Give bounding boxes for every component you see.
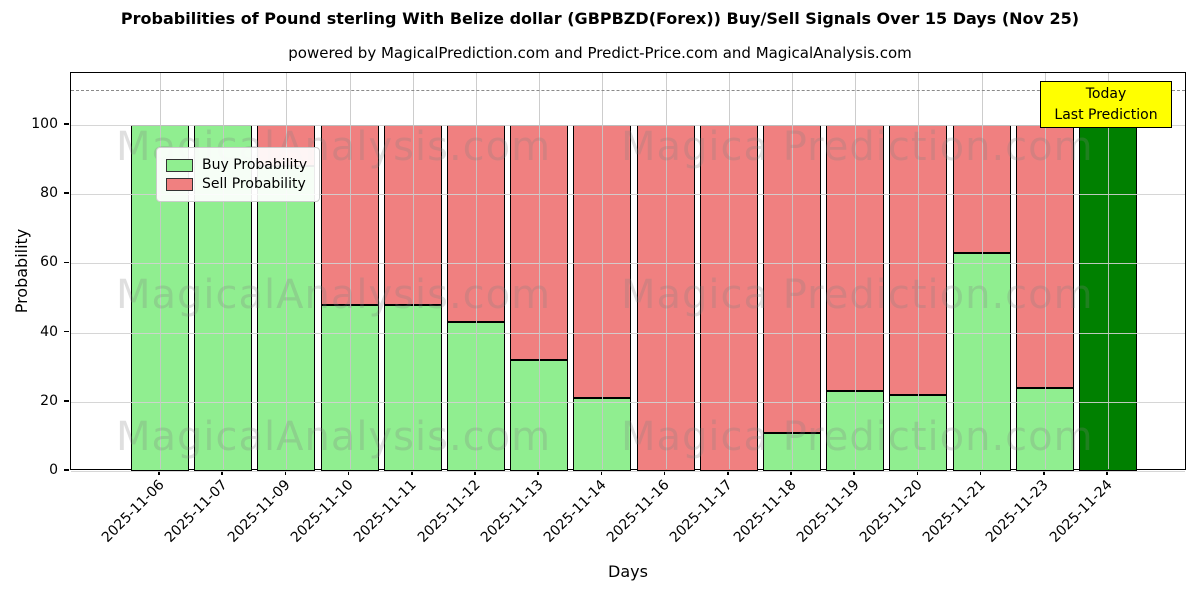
buy-swatch-icon: [166, 158, 193, 172]
x-tick-mark: [600, 470, 603, 475]
watermark-text: MagicalAnalysis.com: [116, 272, 552, 318]
x-tick-mark: [1106, 470, 1108, 475]
v-gridline: [286, 73, 288, 469]
x-tick-label: 2025-11-07: [161, 477, 231, 546]
x-tick-label: 2025-11-13: [477, 477, 547, 546]
x-tick-mark: [347, 470, 350, 475]
x-tick-label: 2025-11-16: [604, 477, 673, 546]
h-gridline: [71, 124, 1185, 126]
v-gridline: [1108, 73, 1109, 469]
legend-label-sell: Sell Probability: [202, 176, 306, 192]
x-tick-label: 2025-11-19: [793, 477, 863, 546]
h-gridline: [71, 332, 1185, 334]
x-tick-label: 2025-11-09: [224, 477, 294, 546]
x-tick-mark: [790, 470, 792, 475]
v-gridline: [223, 73, 225, 469]
y-tick-mark: [64, 123, 69, 125]
x-tick-label: 2025-11-21: [920, 477, 989, 546]
plot-area: MagicalAnalysis.com Magica Prediction.com…: [70, 72, 1186, 472]
y-tick-label: 60: [40, 254, 58, 271]
y-tick-label: 20: [40, 392, 58, 409]
threshold-dashed-line: [71, 90, 1185, 92]
legend-item-buy: Buy Probability: [166, 157, 307, 173]
watermark-text: Magica Prediction.com: [621, 124, 1094, 170]
x-tick-mark: [221, 470, 223, 475]
watermark-text: Magica Prediction.com: [621, 414, 1094, 460]
today-annotation-line1: Today: [1085, 86, 1127, 103]
x-tick-mark: [411, 470, 413, 475]
h-gridline: [71, 194, 1185, 196]
v-gridline: [539, 73, 541, 469]
legend-label-buy: Buy Probability: [202, 157, 308, 173]
x-tick-label: 2025-11-10: [288, 477, 357, 546]
x-tick-label: 2025-11-20: [856, 477, 926, 546]
x-tick-label: 2025-11-23: [983, 477, 1053, 546]
x-tick-mark: [979, 470, 982, 475]
watermark-text: Magica Prediction.com: [621, 272, 1094, 318]
y-tick-mark: [64, 330, 69, 333]
x-tick-mark: [158, 470, 160, 475]
h-gridline: [71, 263, 1185, 265]
sell-swatch-icon: [166, 177, 193, 191]
chart-subtitle: powered by MagicalPrediction.com and Pre…: [288, 44, 912, 62]
watermark-text: MagicalAnalysis.com: [116, 414, 552, 460]
x-tick-mark: [284, 470, 287, 475]
v-gridline: [728, 73, 730, 469]
legend: Buy Probability Sell Probability: [156, 147, 321, 202]
v-gridline: [1044, 73, 1046, 469]
x-tick-mark: [663, 470, 666, 475]
y-tick-label: 40: [40, 323, 58, 340]
x-tick-label: 2025-11-14: [540, 477, 610, 546]
legend-item-sell: Sell Probability: [166, 176, 307, 192]
v-gridline: [412, 73, 414, 469]
v-gridline: [665, 73, 667, 469]
x-tick-label: 2025-11-17: [667, 477, 737, 546]
x-tick-label: 2025-11-11: [351, 477, 421, 546]
x-tick-mark: [1043, 470, 1045, 475]
x-tick-label: 2025-11-18: [730, 477, 800, 546]
today-annotation: Today Last Prediction: [1040, 81, 1172, 128]
v-gridline: [792, 73, 793, 469]
v-gridline: [981, 73, 983, 469]
x-tick-mark: [853, 470, 855, 475]
v-gridline: [160, 73, 161, 469]
y-tick-label: 0: [49, 462, 58, 478]
y-tick-mark: [64, 400, 69, 402]
y-tick-label: 100: [31, 115, 58, 132]
h-gridline: [71, 401, 1185, 403]
v-gridline: [476, 73, 477, 469]
x-axis-label: Days: [608, 562, 648, 581]
y-tick-mark: [64, 469, 69, 471]
x-tick-mark: [727, 470, 729, 475]
v-gridline: [349, 73, 351, 469]
chart-title: Probabilities of Pound sterling With Bel…: [120, 9, 1080, 28]
x-tick-label: 2025-11-24: [1046, 477, 1116, 546]
y-tick-mark: [64, 192, 69, 194]
v-gridline: [855, 73, 857, 469]
x-tick-mark: [474, 470, 476, 475]
y-tick-mark: [64, 261, 69, 264]
today-annotation-line2: Last Prediction: [1054, 106, 1158, 123]
x-tick-label: 2025-11-12: [414, 477, 484, 546]
y-tick-label: 80: [40, 185, 58, 202]
x-tick-mark: [916, 470, 919, 475]
x-tick-label: 2025-11-06: [98, 477, 168, 546]
h-gridline: [71, 471, 1185, 472]
x-tick-mark: [537, 470, 539, 475]
v-gridline: [918, 73, 920, 469]
v-gridline: [602, 73, 604, 469]
